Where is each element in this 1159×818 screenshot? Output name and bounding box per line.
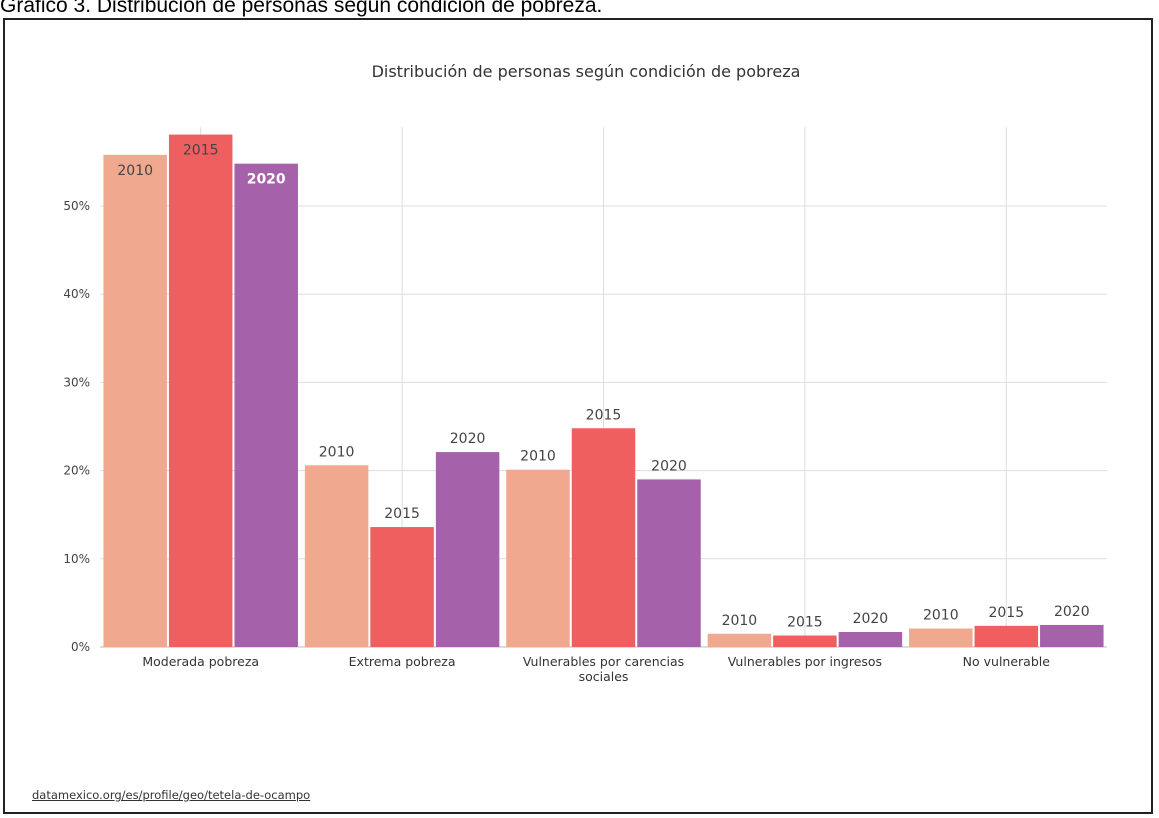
bar bbox=[506, 469, 570, 647]
y-tick-label: 10% bbox=[63, 552, 90, 566]
chart-title: Distribución de personas según condición… bbox=[372, 62, 801, 81]
bar-value-label: 2020 bbox=[450, 431, 486, 447]
bar-labels: 2010 2015 2020 2010 2015 2020 2010 2015 2020 2010… bbox=[117, 143, 1089, 631]
y-tick-label: 30% bbox=[63, 375, 90, 389]
x-category-label: sociales bbox=[579, 669, 629, 684]
y-tick-label: 0% bbox=[71, 640, 90, 654]
y-tick-label: 50% bbox=[63, 199, 90, 213]
bar-value-label: 2010 bbox=[722, 613, 758, 629]
bar-value-label: 2015 bbox=[384, 506, 420, 522]
bar bbox=[103, 154, 167, 647]
bar bbox=[168, 134, 233, 648]
bar bbox=[1040, 624, 1104, 647]
x-category-label: Vulnerables por carencias bbox=[523, 654, 684, 669]
x-category-label: Vulnerables por ingresos bbox=[728, 654, 882, 669]
figure-caption: Gráfico 3. Distribución de personas segú… bbox=[0, 0, 603, 17]
y-tick-label: 20% bbox=[63, 464, 90, 478]
bar bbox=[234, 163, 298, 647]
bar-value-label: 2015 bbox=[586, 407, 622, 423]
bar-value-label: 2015 bbox=[183, 143, 219, 159]
bar bbox=[370, 527, 434, 647]
bars bbox=[103, 134, 1104, 648]
bar-value-label: 2015 bbox=[988, 605, 1024, 621]
bar bbox=[909, 628, 973, 647]
bar-value-label: 2010 bbox=[923, 607, 959, 623]
bar bbox=[773, 635, 837, 647]
bar-value-label: 2020 bbox=[853, 611, 889, 627]
bar bbox=[435, 452, 500, 647]
source-link[interactable]: datamexico.org/es/profile/geo/tetela-de-… bbox=[32, 788, 311, 802]
bar-value-label: 2015 bbox=[787, 615, 823, 631]
bar-value-label: 2020 bbox=[1054, 604, 1090, 620]
bar bbox=[304, 465, 369, 647]
x-category-label: Moderada pobreza bbox=[142, 654, 259, 669]
bar bbox=[571, 428, 636, 647]
bar-value-label: 2010 bbox=[319, 444, 355, 460]
bar bbox=[637, 479, 701, 647]
x-category-label: No vulnerable bbox=[963, 654, 1051, 669]
bar bbox=[974, 625, 1039, 647]
bar-value-label: 2020 bbox=[247, 172, 286, 188]
x-category-label: Extrema pobreza bbox=[349, 654, 456, 669]
y-axis: 0% 10% 20% 30% 40% 50% bbox=[63, 199, 90, 654]
bar-value-label: 2010 bbox=[520, 449, 556, 465]
bar-value-label: 2010 bbox=[117, 163, 153, 179]
bar bbox=[707, 633, 772, 647]
y-tick-label: 40% bbox=[63, 287, 90, 301]
bar-value-label: 2020 bbox=[651, 458, 687, 474]
bar bbox=[838, 632, 903, 647]
x-axis: Moderada pobreza Extrema pobreza Vulnerabl… bbox=[142, 654, 1050, 684]
